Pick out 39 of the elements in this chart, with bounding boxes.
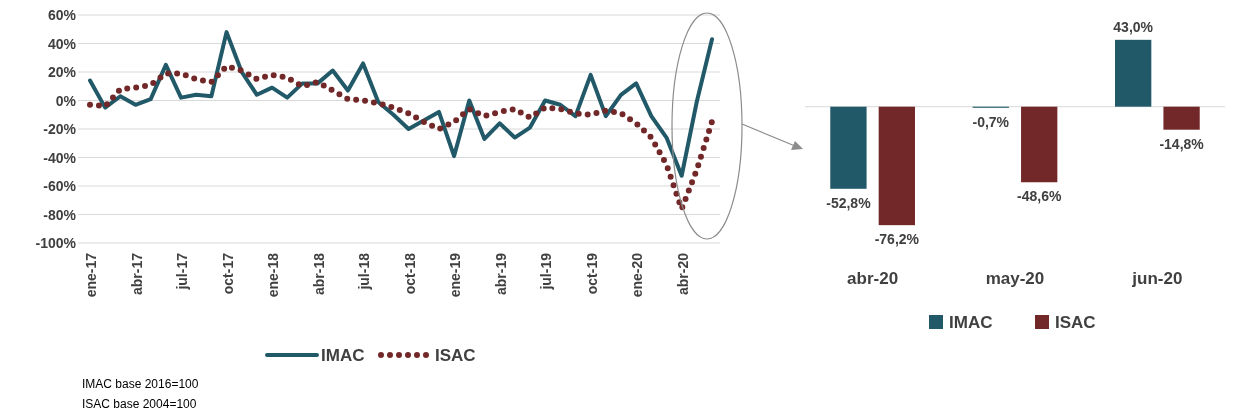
y-tick-label: 20% bbox=[47, 64, 77, 80]
y-tick-label: -100% bbox=[35, 235, 77, 251]
x-tick-label: ene-19 bbox=[447, 252, 464, 298]
x-tick-label: abr-18 bbox=[310, 252, 327, 296]
x-tick-label: oct-19 bbox=[583, 252, 600, 295]
data-label: -0,7% bbox=[972, 113, 1010, 130]
data-label: -52,8% bbox=[826, 194, 872, 211]
y-tick-label: -40% bbox=[43, 149, 77, 166]
x-tick-label: abr-20 bbox=[674, 252, 691, 296]
x-tick-label: jul-18 bbox=[356, 252, 373, 291]
x-tick-label: jul-17 bbox=[174, 252, 191, 291]
y-tick-label: 60% bbox=[47, 7, 77, 23]
text: IMAC base 2016=100 bbox=[82, 377, 199, 391]
x-tick-label: may-20 bbox=[985, 269, 1045, 288]
data-label: -14,8% bbox=[1159, 135, 1205, 152]
line-series bbox=[88, 30, 714, 178]
legend-label: ISAC bbox=[435, 346, 476, 365]
x-tick-label: ene-18 bbox=[265, 252, 282, 298]
x-tick-label: oct-17 bbox=[219, 252, 236, 295]
legend-label: IMAC bbox=[321, 346, 365, 365]
x-tick-label: ene-20 bbox=[629, 252, 646, 298]
data-label: 43,0% bbox=[1113, 18, 1154, 35]
x-tick-label: oct-18 bbox=[401, 252, 418, 295]
data-label: -76,2% bbox=[874, 231, 920, 248]
x-tick-label: ene-17 bbox=[83, 252, 99, 298]
data-label: -48,6% bbox=[1017, 188, 1062, 205]
y-tick-label: -80% bbox=[43, 206, 77, 223]
legend-label: IMAC bbox=[949, 313, 993, 332]
x-tick-label: jul-19 bbox=[538, 252, 555, 291]
y-tick-label: -60% bbox=[43, 178, 77, 194]
y-tick-label: 0% bbox=[55, 92, 77, 109]
text: ISAC base 2004=100 bbox=[82, 397, 197, 411]
x-tick-label: jun-20 bbox=[1131, 269, 1183, 288]
x-tick-label: abr-19 bbox=[492, 252, 509, 296]
y-tick-label: -20% bbox=[43, 121, 77, 137]
y-tick-label: 40% bbox=[47, 35, 77, 52]
x-tick-label: abr-17 bbox=[128, 252, 145, 296]
x-tick-label: abr-20 bbox=[847, 269, 899, 288]
legend-label: ISAC bbox=[1055, 313, 1096, 332]
